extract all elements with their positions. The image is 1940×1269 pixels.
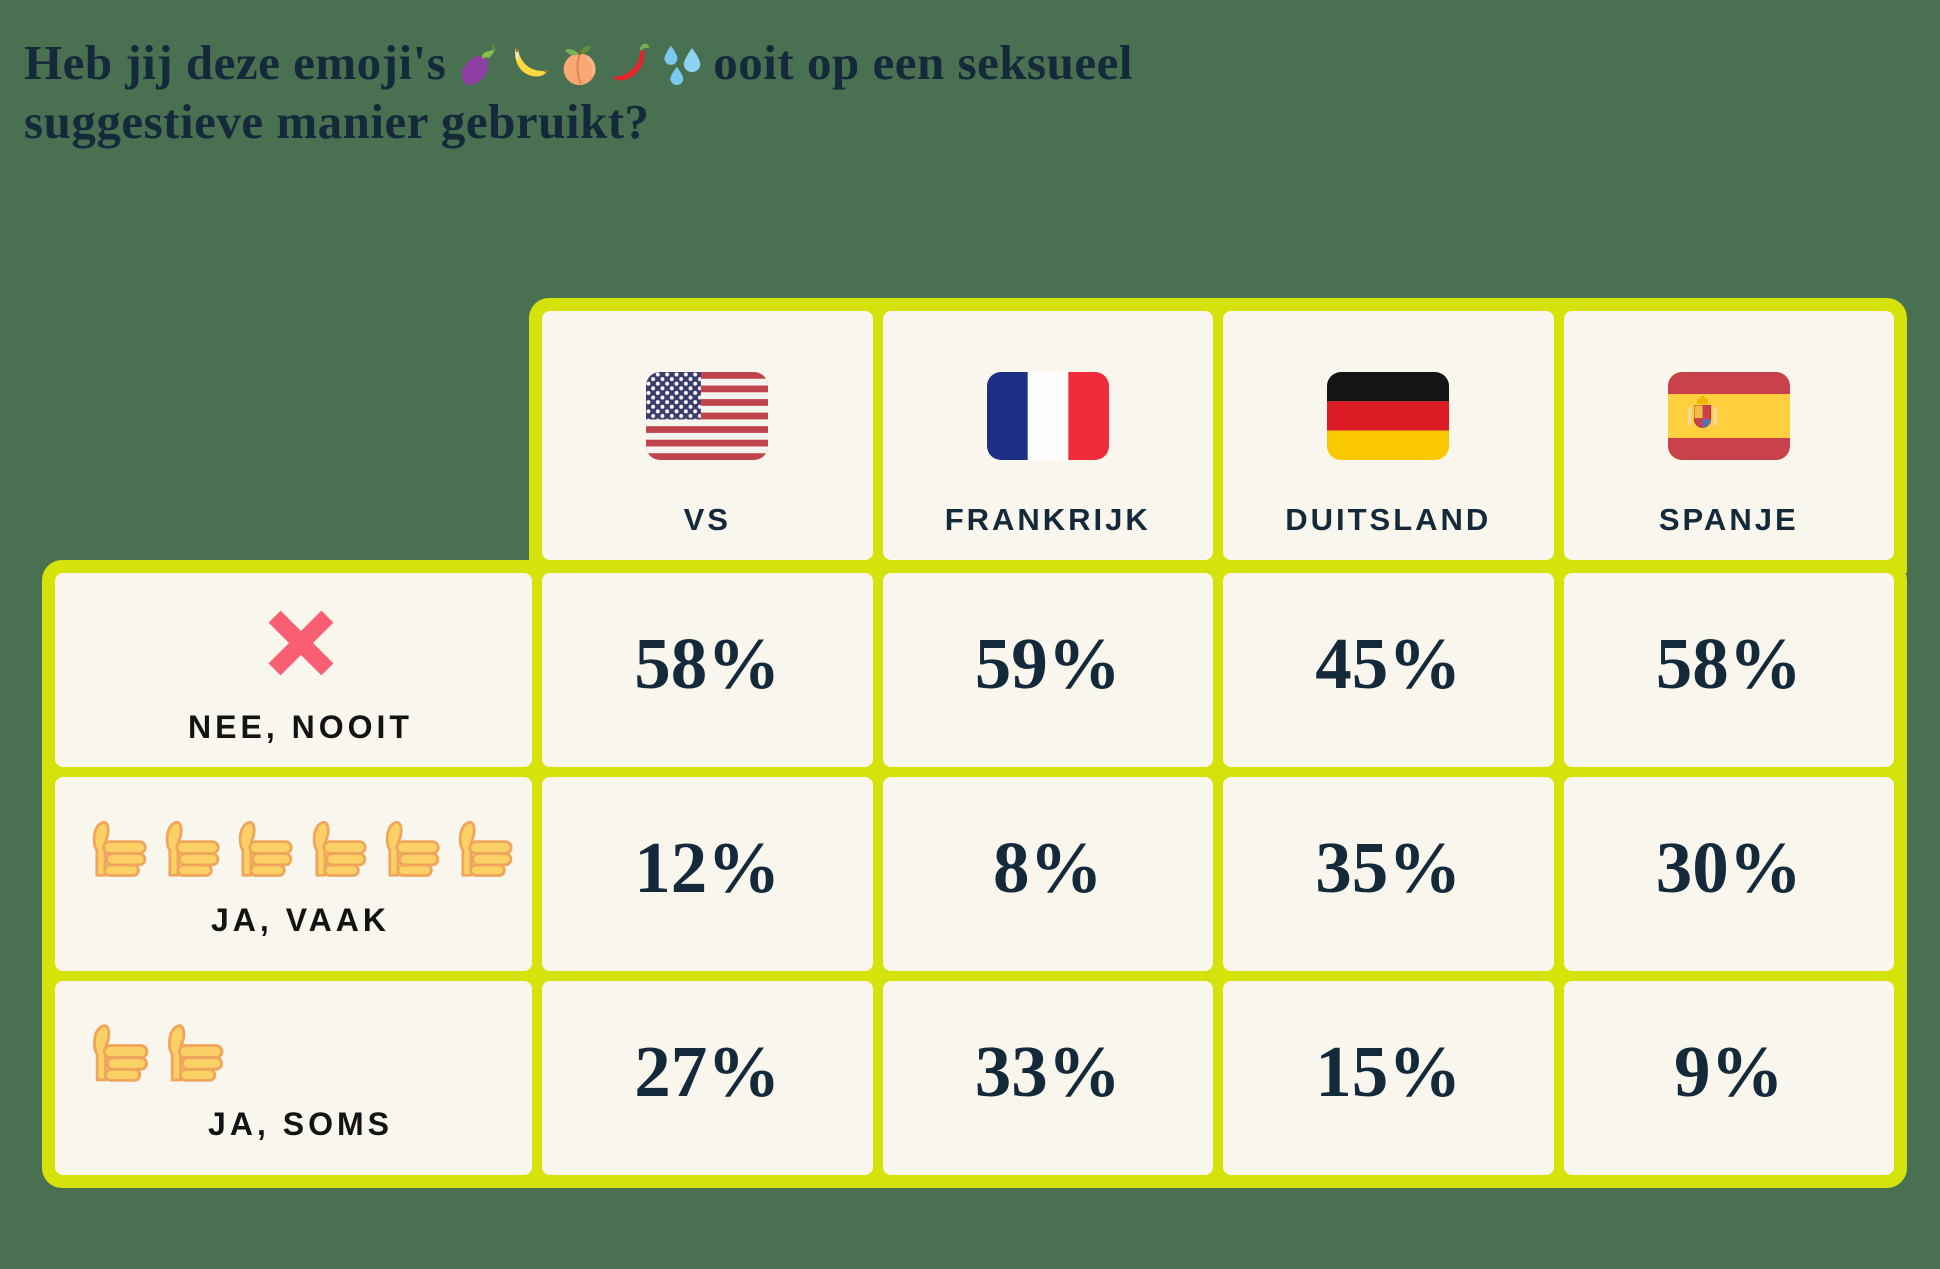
- value-cell: 33%: [882, 981, 1213, 1175]
- value-cell: 12%: [542, 777, 873, 971]
- column-label: SPANJE: [1658, 502, 1799, 537]
- value-cell: 27%: [542, 981, 873, 1175]
- value-cell: 30%: [1563, 777, 1894, 971]
- thumbs-up-icon: [449, 809, 518, 884]
- value-cell: 59%: [882, 573, 1213, 767]
- value-cell: 45%: [1223, 573, 1554, 767]
- thumbs-up-icon: [376, 809, 445, 884]
- thumbs-up-icon: [83, 809, 152, 884]
- title-emoji-strip: [452, 35, 707, 90]
- value-cell: 35%: [1223, 777, 1554, 971]
- thumbs-up-icon: [303, 809, 372, 884]
- column-header-frankrijk: FRANKRIJK: [882, 311, 1213, 560]
- peach-emoji-icon: [556, 41, 603, 88]
- column-label: DUITSLAND: [1285, 502, 1492, 537]
- value-cell: 8%: [882, 777, 1213, 971]
- thumbs-up-icon: [83, 1013, 154, 1088]
- table-body: NEE, NOOIT 58% 59% 45% 58% JA, VAAK 12% …: [42, 560, 1907, 1188]
- row-header-nee-nooit: NEE, NOOIT: [55, 573, 532, 767]
- column-label: FRANKRIJK: [944, 502, 1151, 537]
- row-label: JA, SOMS: [208, 1106, 393, 1142]
- value-cell: 58%: [1563, 573, 1894, 767]
- spain-flag-icon: [1668, 372, 1790, 460]
- thumbs-up-icon: [156, 809, 225, 884]
- column-label: VS: [683, 502, 731, 537]
- title-line1-after: ooit op een seksueel: [713, 34, 1133, 90]
- cross-mark-icon: [253, 595, 349, 691]
- us-flag-icon: [646, 372, 768, 460]
- table-header: VS FRANKRIJK DUITSLAND SPANJE: [529, 298, 1907, 573]
- row-icon-strip: [83, 809, 518, 884]
- row-label: JA, VAAK: [211, 902, 390, 938]
- column-header-spanje: SPANJE: [1563, 311, 1894, 560]
- column-header-duitsland: DUITSLAND: [1223, 311, 1554, 560]
- germany-flag-icon: [1327, 372, 1449, 460]
- sweat-droplets-emoji-icon: [658, 41, 705, 88]
- row-icon-strip: [83, 1013, 518, 1088]
- thumbs-up-icon: [229, 809, 298, 884]
- column-header-vs: VS: [542, 311, 873, 560]
- title-line2: suggestieve manier gebruikt?: [24, 93, 650, 149]
- row-label: NEE, NOOIT: [188, 708, 413, 745]
- banana-emoji-icon: [505, 41, 552, 88]
- value-cell: 9%: [1563, 981, 1894, 1175]
- title-line1-before: Heb jij deze emoji's: [24, 34, 447, 90]
- france-flag-icon: [987, 372, 1109, 460]
- value-cell: 58%: [542, 573, 873, 767]
- hot-pepper-emoji-icon: [607, 41, 654, 88]
- page-title: Heb jij deze emoji's ooit op een seksueel…: [24, 33, 1584, 151]
- row-icon-strip: [83, 595, 518, 691]
- row-header-ja-vaak: JA, VAAK: [55, 777, 532, 971]
- thumbs-up-icon: [158, 1013, 229, 1088]
- value-cell: 15%: [1223, 981, 1554, 1175]
- eggplant-emoji-icon: [454, 41, 501, 88]
- row-header-ja-soms: JA, SOMS: [55, 981, 532, 1175]
